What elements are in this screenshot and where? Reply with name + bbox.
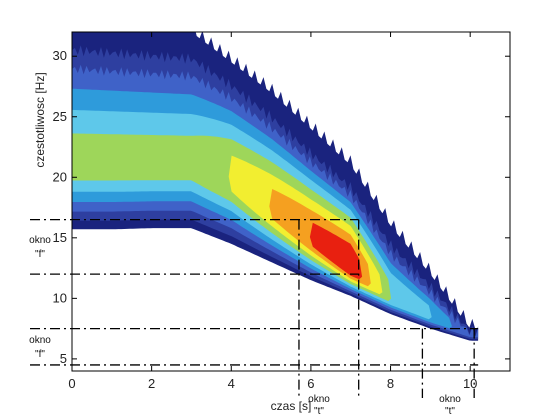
- window-lines: [30, 219, 479, 398]
- plot-frame: [71, 31, 511, 372]
- y-axis-label: czestotliwosc [Hz]: [33, 72, 47, 167]
- window-label-text: okno: [308, 394, 330, 405]
- window-label-symbol: "t": [445, 406, 455, 417]
- window-label-symbol: "t": [314, 406, 324, 417]
- y-tick-label: 15: [53, 230, 67, 245]
- window-f-label-upper: okno "f": [29, 235, 51, 260]
- window-label-symbol: "f": [35, 349, 45, 360]
- intensity-band-6: [72, 155, 479, 335]
- x-tick-label: 0: [68, 376, 75, 391]
- intensity-band-7: [72, 165, 479, 335]
- x-tick-label: 6: [307, 376, 314, 391]
- y-tick-label: 20: [53, 169, 67, 184]
- x-tick-label: 8: [387, 376, 394, 391]
- x-tick-label: 2: [148, 376, 155, 391]
- window-label-text: okno: [29, 235, 51, 246]
- x-tick-label: 10: [463, 376, 477, 391]
- y-tick-label: 5: [60, 351, 67, 366]
- x-tick-label: 4: [228, 376, 235, 391]
- y-axis: 5 10 15 20 25 30: [53, 48, 510, 366]
- x-axis-label: czas [s]: [271, 399, 312, 413]
- window-f-label-lower: okno "f": [29, 335, 51, 360]
- y-tick-label: 25: [53, 109, 67, 124]
- window-t-label-middle: okno "t": [308, 394, 330, 417]
- y-tick-label: 30: [53, 48, 67, 63]
- y-tick-label: 10: [53, 290, 67, 305]
- window-label-text: okno: [29, 335, 51, 346]
- window-label-symbol: "f": [35, 249, 45, 260]
- window-t-label-right: okno "t": [439, 394, 461, 417]
- window-label-text: okno: [439, 394, 461, 405]
- spectrogram-layer: [72, 32, 479, 341]
- x-axis: 0 2 4 6 8 10: [68, 32, 477, 391]
